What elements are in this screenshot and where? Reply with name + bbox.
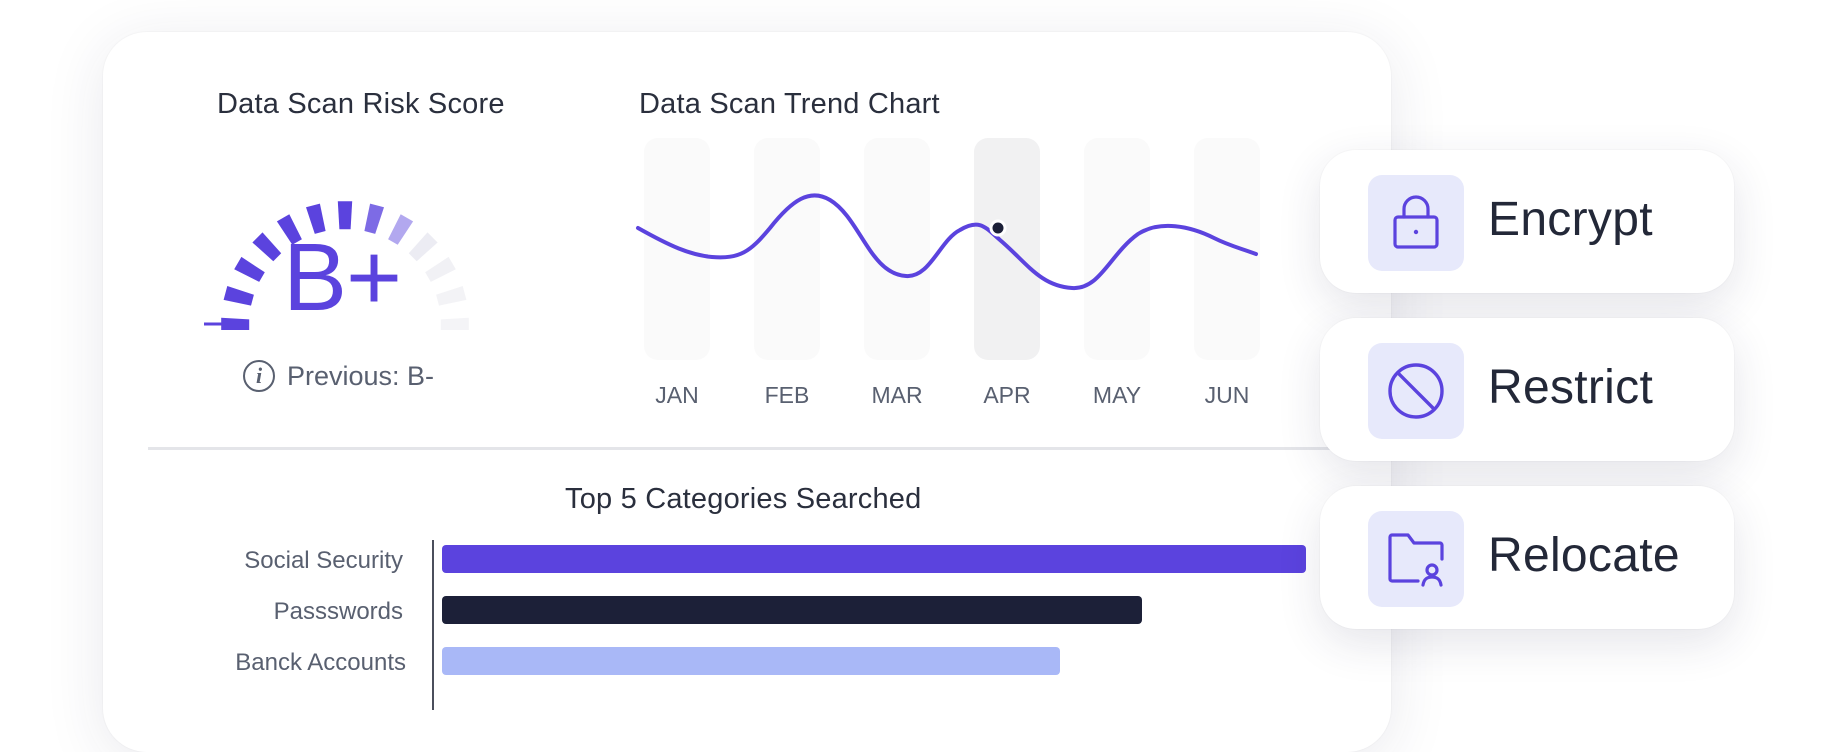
info-icon[interactable]: i [243,360,275,392]
encrypt-button[interactable]: Encrypt [1320,150,1734,293]
category-label-social-security: Social Security [244,547,403,574]
month-label-may: MAY [1092,382,1142,408]
trend-chart-title: Data Scan Trend Chart [639,88,940,120]
relocate-button[interactable]: Relocate [1320,486,1734,629]
month-column-may [1084,138,1150,360]
gauge-segment [425,256,456,282]
trend-chart: JAN FEB MAR APR MAY JUN [630,130,1290,420]
gauge-segment [436,286,467,306]
category-bar-passwords [442,596,1142,624]
risk-gauge [204,201,469,330]
month-label-feb: FEB [764,382,810,408]
gauge-segment [276,214,302,245]
risk-score-title: Data Scan Risk Score [217,88,505,120]
relocate-label: Relocate [1488,529,1680,582]
gauge-segment [337,201,353,230]
previous-score: i Previous: B- [243,356,434,396]
restrict-label: Restrict [1488,361,1654,414]
gauge-segment [252,232,282,262]
month-column-feb [754,138,820,360]
gauge-segment [234,256,265,282]
month-column-mar [864,138,930,360]
gauge-segment [408,232,438,262]
gauge-segment [364,203,384,234]
gauge-segment [440,317,469,330]
risk-grade: B+ [283,224,402,331]
trend-line-chart [636,193,1258,291]
category-bar-social-security [442,545,1306,573]
folder-user-icon [1368,511,1464,607]
trend-line [636,193,1258,291]
category-label-bank-accounts: Banck Accounts [235,649,406,676]
previous-score-label: Previous: B- [287,360,435,391]
month-label-apr: APR [983,382,1031,408]
month-label-jun: JUN [1204,382,1250,408]
month-column-apr[interactable] [974,138,1040,360]
month-column-jun [1194,138,1260,360]
bar-chart-axis [432,540,434,710]
categories-title: Top 5 Categories Searched [565,483,922,515]
category-label-passwords: Passswords [273,598,403,625]
category-bar-bank-accounts [442,647,1060,675]
encrypt-label: Encrypt [1488,193,1653,246]
month-label-jan: JAN [655,382,699,408]
month-label-mar: MAR [871,382,923,408]
trend-point-apr [989,219,1007,237]
gauge-segment [388,214,414,245]
restrict-button[interactable]: Restrict [1320,318,1734,461]
gauge-segment [306,203,326,234]
section-divider [148,447,1348,450]
gauge-segment [223,286,254,306]
dashboard-card [103,32,1391,752]
lock-icon [1368,175,1464,271]
block-icon [1368,343,1464,439]
